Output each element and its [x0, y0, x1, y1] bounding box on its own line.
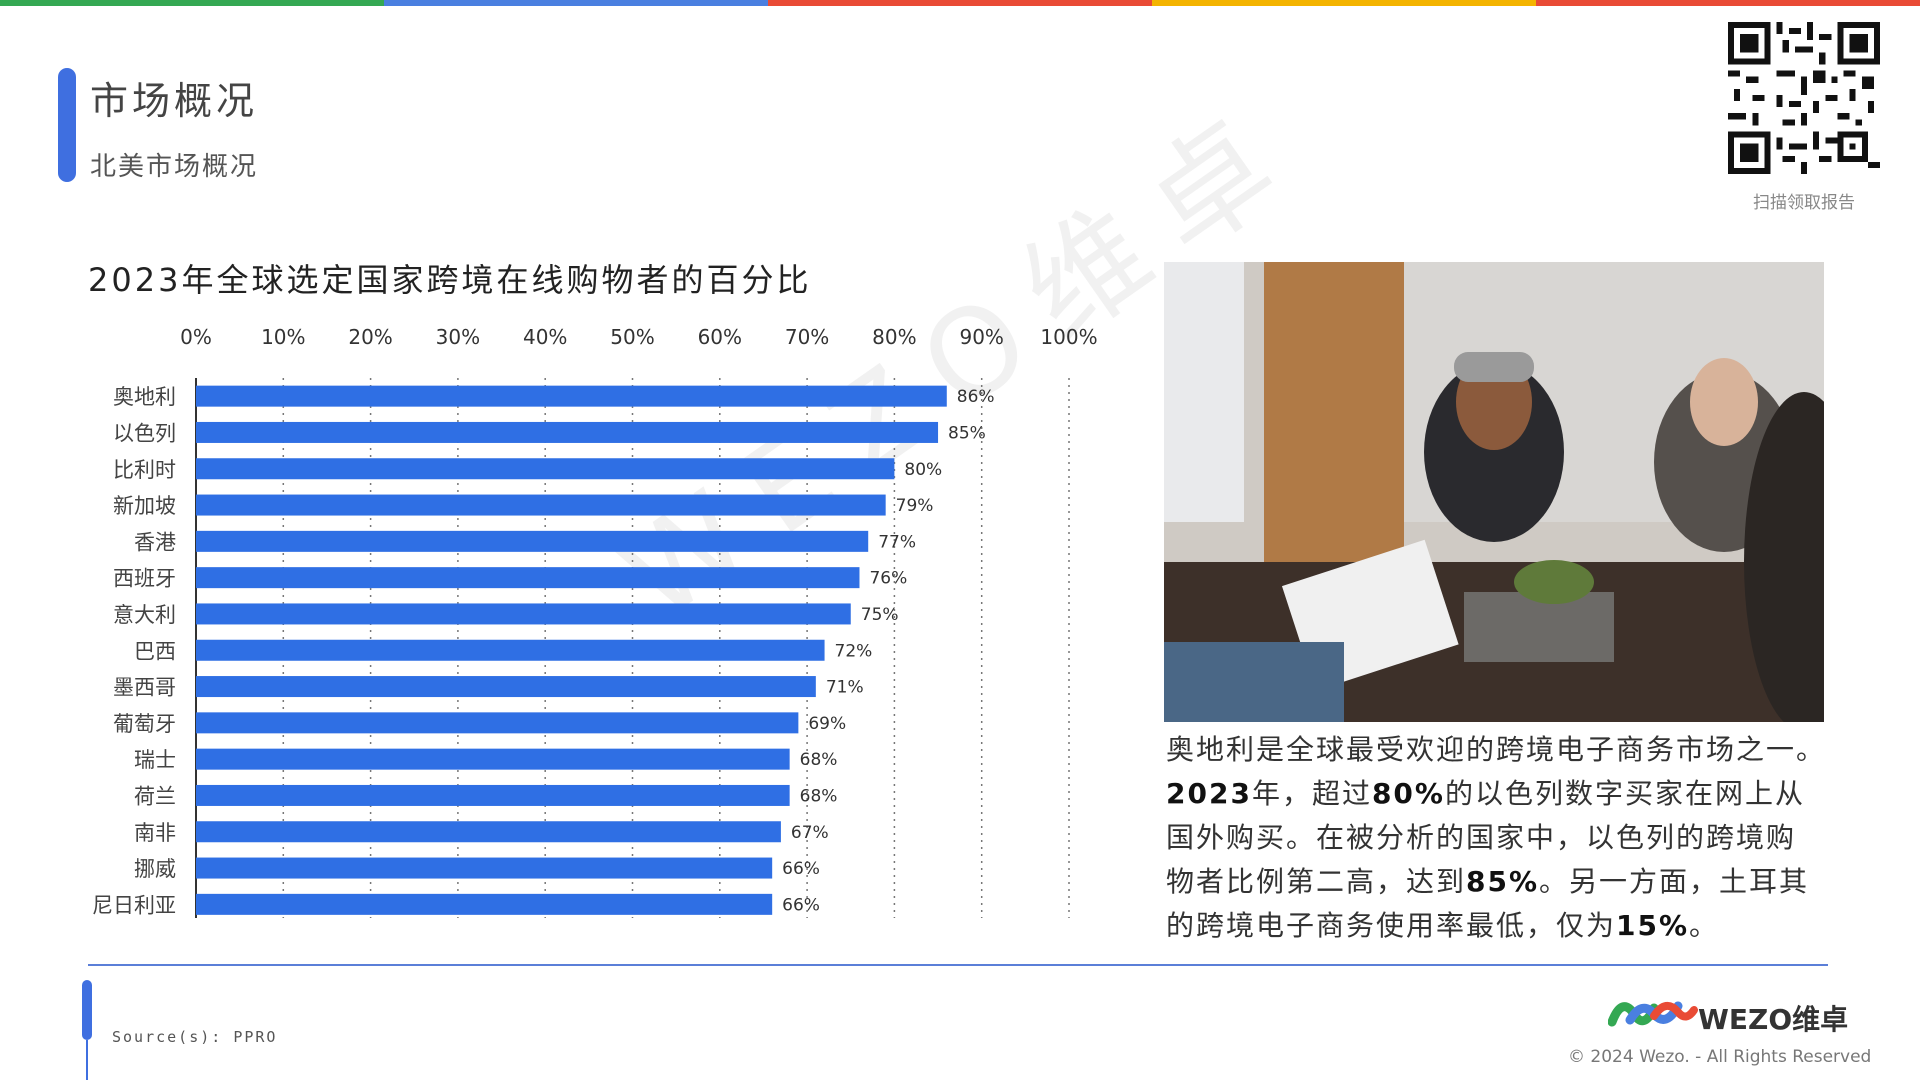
category-label: 挪威: [134, 857, 176, 881]
description-line: 2023年，超过80%的以色列数字买家在网上从: [1166, 772, 1886, 816]
data-label: 86%: [957, 387, 995, 407]
category-label: 尼日利亚: [92, 893, 176, 917]
footer-divider: [88, 964, 1828, 966]
bar: [196, 639, 825, 661]
description-text-span: 物者比例第二高，达到: [1166, 865, 1467, 898]
top-bar-segment: [1536, 0, 1920, 6]
page-title: 市场概况: [90, 79, 259, 123]
x-tick-label: 80%: [872, 325, 916, 349]
data-label: 66%: [782, 859, 820, 879]
x-tick-label: 20%: [348, 325, 392, 349]
x-tick-label: 10%: [261, 325, 305, 349]
category-label: 瑞士: [134, 748, 176, 772]
top-bar-segment: [0, 0, 384, 6]
title-accent-bar: [58, 68, 76, 182]
top-color-bar: [0, 0, 1920, 6]
description-line: 国外购买。在被分析的国家中，以色列的跨境购: [1166, 821, 1797, 854]
x-tick-label: 40%: [523, 325, 567, 349]
bar: [196, 530, 869, 552]
x-tick-label: 100%: [1040, 325, 1097, 349]
copyright: © 2024 Wezo. - All Rights Reserved: [1568, 1047, 1872, 1067]
description-text-span: 。另一方面，土耳其: [1539, 865, 1810, 898]
bar: [196, 821, 781, 843]
data-label: 76%: [869, 569, 907, 589]
category-label: 西班牙: [113, 567, 176, 591]
category-label: 新加坡: [113, 494, 176, 518]
data-label: 67%: [791, 823, 829, 843]
data-label: 68%: [800, 786, 838, 806]
x-tick-label: 90%: [959, 325, 1003, 349]
description-line: 物者比例第二高，达到85%。另一方面，土耳其: [1166, 860, 1886, 904]
footer-accent-line: [86, 1040, 88, 1080]
bar: [196, 712, 799, 734]
footer-accent-bar: [82, 980, 92, 1040]
qr-code-icon[interactable]: [1728, 22, 1880, 174]
description-text-span: 的跨境电子商务使用率最低，仅为: [1166, 909, 1617, 942]
bar: [196, 421, 939, 443]
category-label: 比利时: [113, 458, 176, 482]
data-label: 79%: [896, 496, 934, 516]
qr-label: 扫描领取报告: [1753, 193, 1855, 213]
data-label: 66%: [782, 895, 820, 915]
description-text-span: 。: [1689, 909, 1720, 942]
logo-text: WEZO维卓: [1698, 1003, 1849, 1036]
x-tick-label: 0%: [180, 325, 212, 349]
chart-title: 2023年全球选定国家跨境在线购物者的百分比: [88, 261, 812, 299]
top-bar-segment: [768, 0, 1152, 6]
description-highlight: 80%: [1371, 777, 1445, 810]
description-line: 的跨境电子商务使用率最低，仅为15%。: [1166, 904, 1886, 948]
top-bar-segment: [1152, 0, 1536, 6]
x-tick-label: 60%: [698, 325, 742, 349]
source-note: Source(s): PPRO: [112, 1028, 278, 1046]
description-highlight: 15%: [1616, 909, 1690, 942]
bar: [196, 458, 895, 480]
bar: [196, 385, 947, 407]
bar: [196, 784, 790, 806]
data-label: 75%: [861, 605, 899, 625]
category-label: 意大利: [113, 603, 176, 627]
description-line: 奥地利是全球最受欢迎的跨境电子商务市场之一。: [1166, 733, 1827, 766]
description-text-span: 年，超过: [1251, 777, 1372, 810]
category-label: 香港: [134, 530, 176, 554]
bar: [196, 893, 773, 915]
bar: [196, 676, 816, 698]
data-label: 80%: [904, 460, 942, 480]
description-text: 奥地利是全球最受欢迎的跨境电子商务市场之一。 2023年，超过80%的以色列数字…: [1166, 728, 1886, 948]
category-label: 奥地利: [113, 385, 176, 409]
data-label: 69%: [808, 714, 846, 734]
bar: [196, 748, 790, 770]
data-label: 72%: [835, 641, 873, 661]
bar: [196, 857, 773, 879]
category-label: 南非: [134, 821, 176, 845]
data-label: 85%: [948, 423, 986, 443]
bar: [196, 567, 860, 589]
data-label: 71%: [826, 678, 864, 698]
description-highlight: 2023: [1166, 777, 1252, 810]
x-tick-label: 50%: [610, 325, 654, 349]
category-label: 墨西哥: [113, 676, 176, 700]
bar-chart: 0% 10% 20% 30% 40% 50% 60% 70% 80% 90% 100% 奥地利 86% 以…: [92, 325, 1098, 918]
description-highlight: 85%: [1466, 865, 1540, 898]
meeting-photo: [1164, 262, 1824, 722]
page-subtitle: 北美市场概况: [90, 152, 259, 182]
category-label: 荷兰: [134, 784, 176, 808]
bar: [196, 603, 851, 625]
category-label: 以色列: [113, 421, 176, 445]
category-label: 巴西: [134, 639, 176, 663]
wezo-logo-icon: [1608, 1001, 1698, 1027]
data-label: 68%: [800, 750, 838, 770]
x-tick-label: 30%: [436, 325, 480, 349]
category-label: 葡萄牙: [113, 712, 176, 736]
bar: [196, 494, 886, 516]
description-text-span: 的以色列数字买家在网上从: [1444, 777, 1805, 810]
x-tick-label: 70%: [785, 325, 829, 349]
data-label: 77%: [878, 532, 916, 552]
top-bar-segment: [384, 0, 768, 6]
